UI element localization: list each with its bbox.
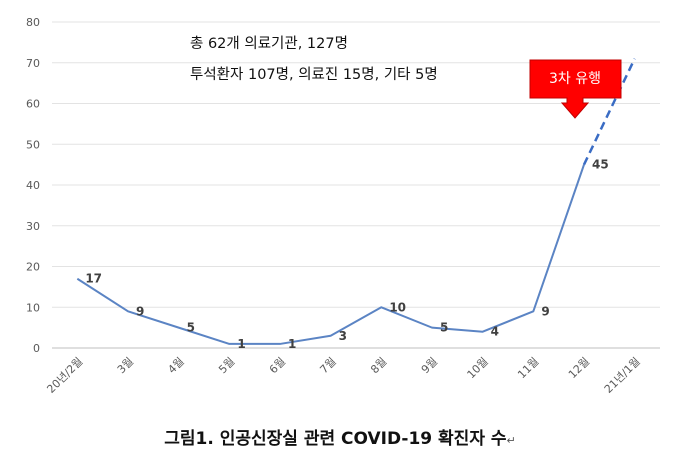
annotation-line-1: 총 62개 의료기관, 127명 [190, 35, 348, 52]
data-label: 1 [237, 337, 245, 351]
y-tick-label: 0 [33, 342, 40, 355]
data-labels: 17 9 5 1 1 3 10 5 4 9 45 [85, 158, 608, 351]
y-tick-label: 40 [26, 179, 40, 192]
x-tick-label: 3월 [115, 355, 136, 376]
data-label: 1 [288, 337, 296, 351]
callout-label: 3차 유행 [549, 71, 601, 87]
y-axis: 0 10 20 30 40 50 60 70 80 [26, 16, 40, 355]
x-tick-label: 8월 [368, 355, 389, 376]
x-axis: 20년/2월 3월 4월 5월 6월 7월 8월 9월 10월 11월 12월 21년/1월 [44, 355, 642, 396]
caption-text: 그림1. 인공신장실 관련 COVID-19 확진자 수 [164, 429, 507, 449]
x-tick-label: 11월 [515, 355, 541, 381]
callout-arrow: 3차 유행 [529, 59, 622, 119]
data-label: 5 [187, 321, 195, 335]
callout-arrow-shape [529, 59, 622, 119]
figure-caption: 그림1. 인공신장실 관련 COVID-19 확진자 수↵ [0, 424, 680, 449]
projection-line [582, 58, 636, 166]
data-label: 9 [136, 304, 144, 318]
series-line [76, 164, 585, 345]
x-tick-label: 7월 [317, 355, 338, 376]
x-tick-label: 21년/1월 [602, 355, 643, 396]
data-label: 3 [339, 329, 347, 343]
y-tick-label: 20 [26, 261, 40, 274]
y-tick-label: 50 [26, 138, 40, 151]
data-label: 10 [389, 300, 406, 314]
data-label: 4 [491, 325, 499, 339]
y-tick-label: 60 [26, 98, 40, 111]
paragraph-mark: ↵ [506, 434, 516, 447]
data-label: 5 [440, 321, 448, 335]
y-tick-label: 80 [26, 16, 40, 29]
y-tick-label: 10 [26, 301, 40, 314]
x-tick-label: 12월 [566, 355, 592, 381]
x-tick-label: 20년/2월 [44, 355, 85, 396]
data-label: 9 [541, 304, 549, 318]
data-label: 45 [592, 158, 609, 172]
x-tick-label: 10월 [465, 355, 491, 381]
x-tick-label: 9월 [419, 355, 440, 376]
data-label: 17 [85, 272, 102, 286]
chart-grid [52, 21, 660, 349]
x-tick-label: 5월 [216, 355, 237, 376]
x-tick-label: 6월 [267, 355, 288, 376]
chart-series [76, 58, 636, 345]
x-tick-label: 4월 [165, 355, 186, 376]
annotation-line-2: 투석환자 107명, 의료진 15명, 기타 5명 [190, 66, 438, 83]
y-tick-label: 30 [26, 220, 40, 233]
y-tick-label: 70 [26, 57, 40, 70]
